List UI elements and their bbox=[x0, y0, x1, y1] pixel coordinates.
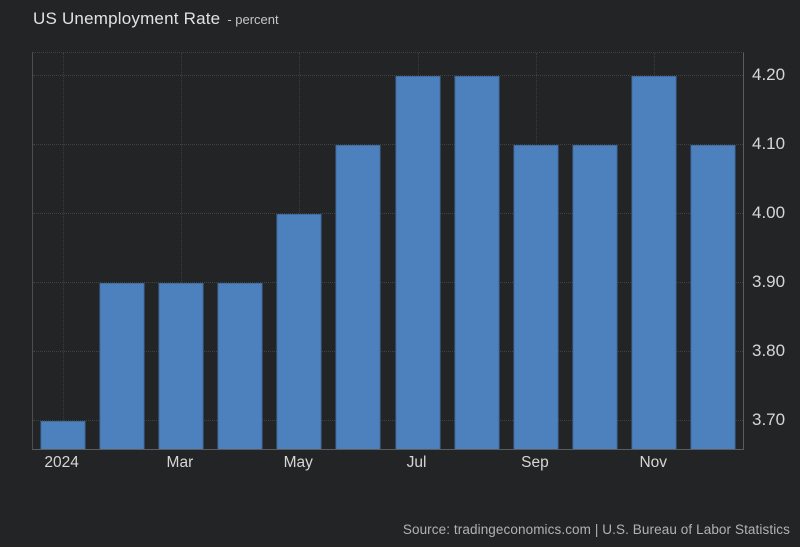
bar-aug-2024[interactable] bbox=[454, 75, 500, 449]
source-note: Source: tradingeconomics.com | U.S. Bure… bbox=[402, 522, 790, 537]
h-gridline bbox=[33, 281, 743, 283]
y-axis: 3.70 3.80 3.90 4.00 4.10 4.20 bbox=[743, 52, 800, 448]
h-gridline bbox=[33, 143, 743, 145]
x-axis-tick-label: 2024 bbox=[44, 454, 79, 471]
bar-feb-2024[interactable] bbox=[99, 282, 145, 449]
chart-subtitle: - percent bbox=[227, 12, 279, 27]
bar-mar-2024[interactable] bbox=[158, 282, 204, 449]
x-axis-tick-label: May bbox=[283, 454, 313, 471]
bar-oct-2024[interactable] bbox=[572, 144, 618, 449]
y-axis-tick-label: 3.80 bbox=[752, 340, 786, 360]
y-axis-tick-label: 4.10 bbox=[752, 133, 786, 153]
h-gridline bbox=[33, 350, 743, 352]
x-axis-tick-label: Nov bbox=[639, 454, 668, 471]
x-axis-tick-label: Mar bbox=[166, 454, 194, 471]
y-axis-tick-label: 3.70 bbox=[752, 409, 786, 429]
v-gridline bbox=[180, 53, 182, 449]
chart-title: US Unemployment Rate bbox=[33, 9, 221, 28]
h-gridline bbox=[33, 419, 743, 421]
chart-header: US Unemployment Rate - percent bbox=[33, 9, 279, 29]
bar-apr-2024[interactable] bbox=[217, 282, 263, 449]
bar-jul-2024[interactable] bbox=[395, 75, 441, 449]
y-axis-tick-label: 4.20 bbox=[752, 64, 786, 84]
bar-jan-2024[interactable] bbox=[40, 420, 86, 449]
y-axis-tick-label: 3.90 bbox=[752, 271, 786, 291]
bar-nov-2024[interactable] bbox=[631, 75, 677, 449]
bar-may-2024[interactable] bbox=[276, 213, 322, 449]
y-axis-tick-label: 4.00 bbox=[752, 202, 786, 222]
plot-area[interactable] bbox=[32, 52, 744, 450]
v-gridline bbox=[62, 53, 64, 449]
bar-sep-2024[interactable] bbox=[513, 144, 559, 449]
x-axis: 2024 Mar May Jul Sep Nov bbox=[32, 449, 742, 477]
x-axis-tick-label: Sep bbox=[521, 454, 549, 471]
bar-dec-2024[interactable] bbox=[690, 144, 736, 449]
h-gridline bbox=[33, 212, 743, 214]
bar-jun-2024[interactable] bbox=[335, 144, 381, 449]
x-axis-tick-label: Jul bbox=[406, 454, 427, 471]
h-gridline bbox=[33, 74, 743, 76]
